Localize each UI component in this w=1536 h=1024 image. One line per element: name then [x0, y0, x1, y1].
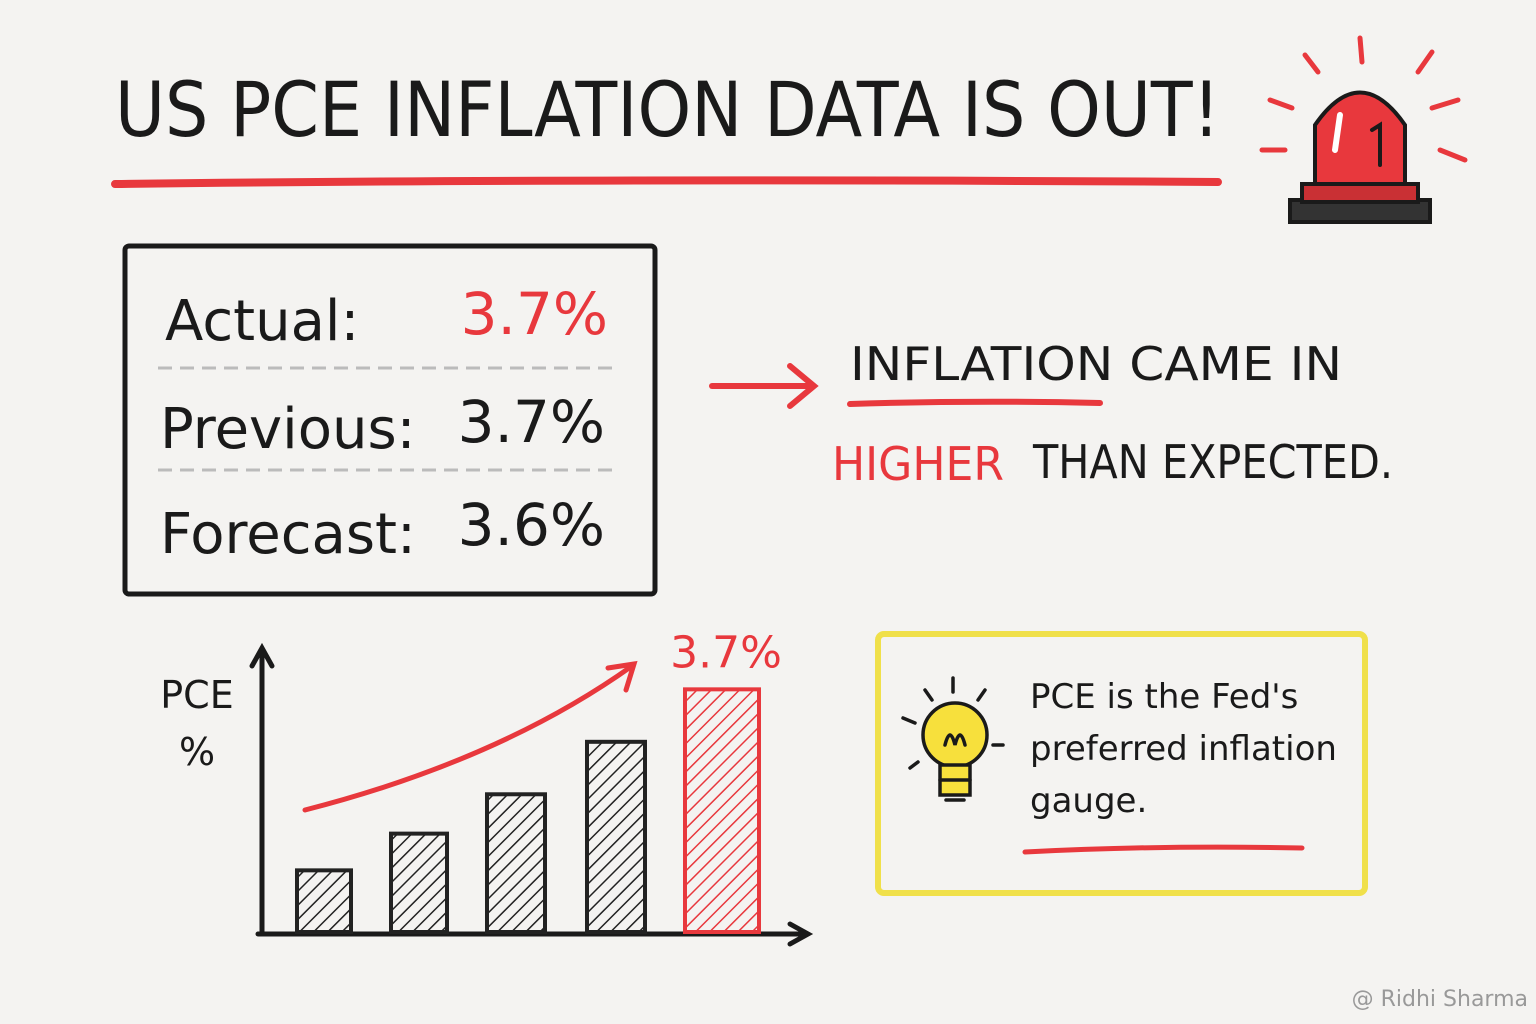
y-axis-label: PCE [160, 673, 233, 717]
siren-icon [1259, 35, 1468, 224]
row-value: 3.6% [458, 491, 605, 559]
title-underline [111, 176, 1222, 188]
row-label: Actual: [165, 289, 359, 354]
note-text: gauge. [1030, 781, 1147, 821]
bar [585, 739, 647, 935]
watermark: @ Ridhi Sharma [1352, 987, 1528, 1012]
note-text: PCE is the Fed's [1030, 677, 1298, 717]
row-value: 3.7% [461, 280, 608, 348]
callout-highlight: HIGHER [832, 437, 1004, 491]
bar [295, 868, 353, 935]
callout-underline [847, 398, 1103, 407]
trend-arrow [302, 660, 638, 813]
callout-line: INFLATION CAME IN [850, 337, 1342, 391]
data-box [122, 243, 658, 597]
bar [389, 831, 449, 935]
row-label: Forecast: [160, 502, 416, 567]
callout-line: THAN EXPECTED. [1032, 435, 1393, 489]
row-value: 3.7% [458, 388, 605, 456]
note-text: preferred inflation [1030, 729, 1337, 769]
arrow [709, 363, 819, 409]
row-label: Previous: [160, 397, 416, 462]
bar [485, 792, 547, 934]
y-axis-label: % [179, 730, 215, 774]
note-box [875, 631, 1368, 896]
bar [683, 687, 761, 934]
lightbulb-icon [901, 676, 1005, 802]
title: US PCE INFLATION DATA IS OUT! [115, 65, 1220, 154]
note-underline [1022, 844, 1305, 855]
value-label: 3.7% [670, 627, 782, 678]
chart: PCE % 3.7% [160, 627, 814, 947]
